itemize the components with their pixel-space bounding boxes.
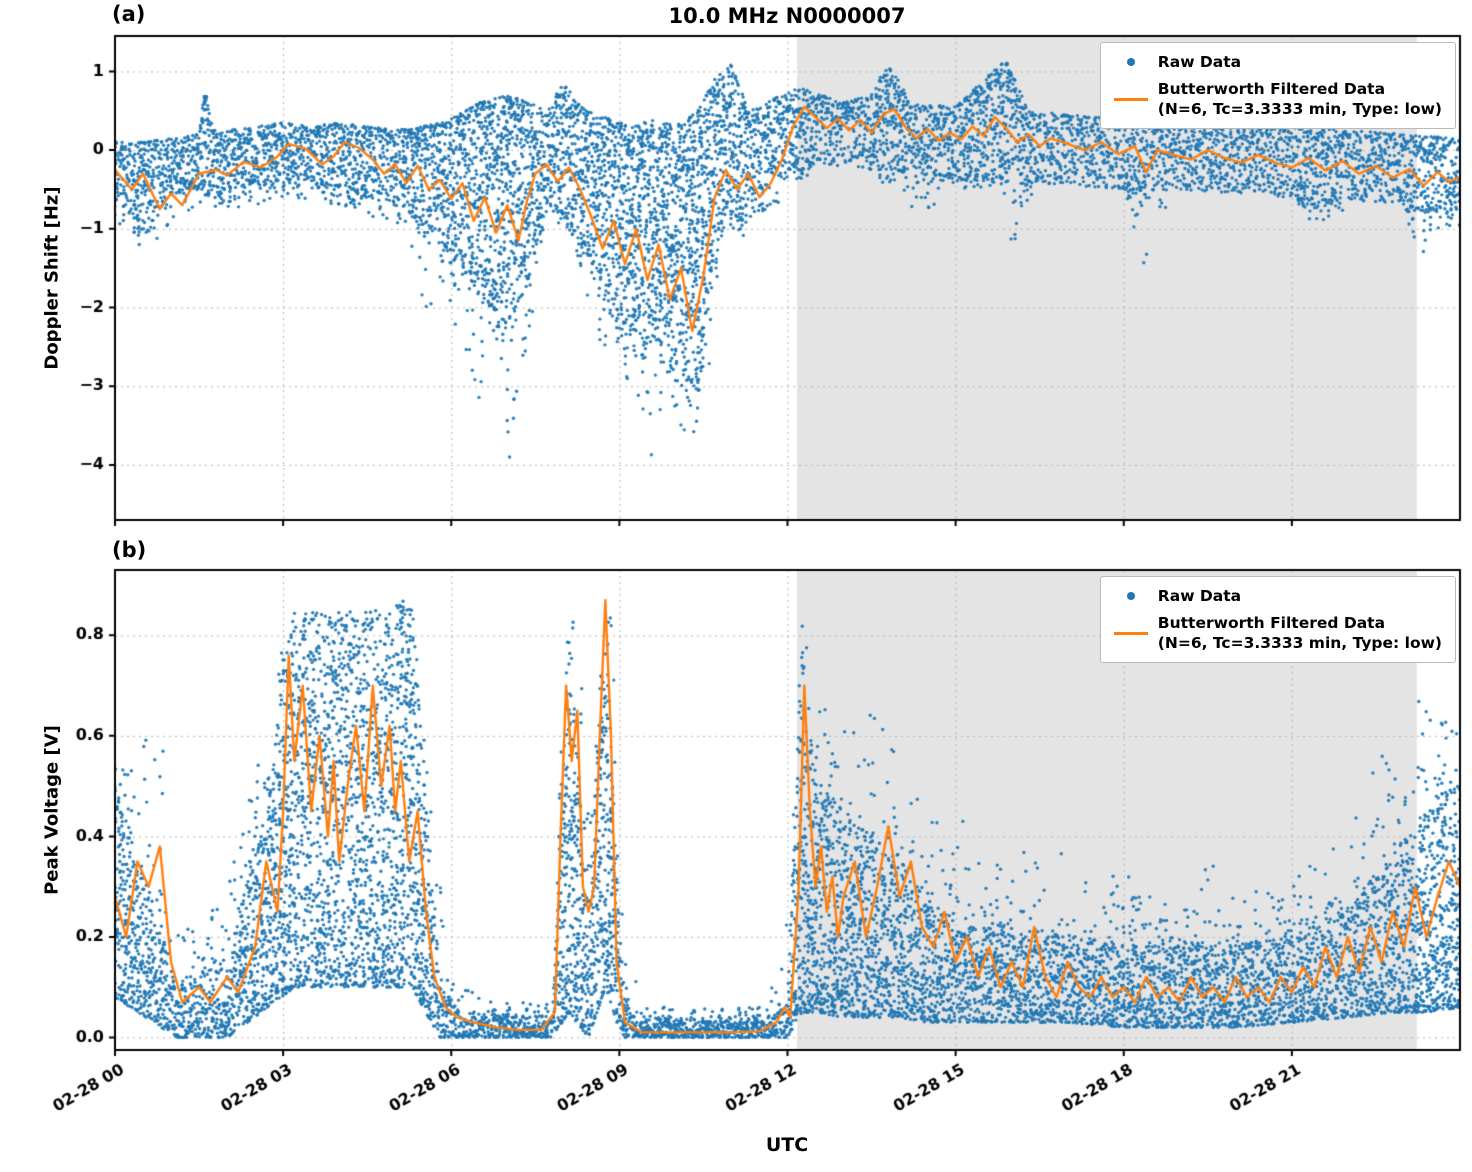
figure-title: 10.0 MHz N0000007 — [668, 4, 906, 28]
legend-filtered-label: Butterworth Filtered Data — [1157, 80, 1386, 99]
legend-filtered-row: Butterworth Filtered Data (N=6, Tc=3.333… — [1113, 613, 1442, 653]
panel-b-label: (b) — [112, 538, 147, 562]
legend-raw-row: Raw Data — [1114, 52, 1442, 72]
legend-raw-label: Raw Data — [1157, 587, 1242, 605]
legend-filtered-sublabel: (N=6, Tc=3.3333 min, Type: low) — [1157, 634, 1442, 653]
panel-a-label: (a) — [112, 2, 146, 26]
legend-raw-row: Raw Data — [1114, 586, 1442, 606]
raw-data-marker-icon — [1126, 592, 1135, 601]
legend-panel-a: Raw Data Butterworth Filtered Data (N=6,… — [1099, 42, 1456, 130]
legend-raw-label: Raw Data — [1157, 53, 1242, 71]
y-axis-label-doppler: Doppler Shift [Hz] — [41, 186, 63, 370]
filtered-line-marker-icon — [1113, 97, 1148, 101]
legend-panel-b: Raw Data Butterworth Filtered Data (N=6,… — [1099, 576, 1456, 664]
legend-filtered-row: Butterworth Filtered Data (N=6, Tc=3.333… — [1113, 79, 1442, 119]
raw-data-marker-icon — [1126, 58, 1135, 67]
legend-filtered-sublabel: (N=6, Tc=3.3333 min, Type: low) — [1157, 100, 1442, 119]
filtered-line-marker-icon — [1113, 631, 1148, 635]
y-axis-label-voltage: Peak Voltage [V] — [41, 725, 63, 895]
x-axis-label: UTC — [765, 1134, 809, 1156]
legend-filtered-label: Butterworth Filtered Data — [1157, 614, 1386, 633]
